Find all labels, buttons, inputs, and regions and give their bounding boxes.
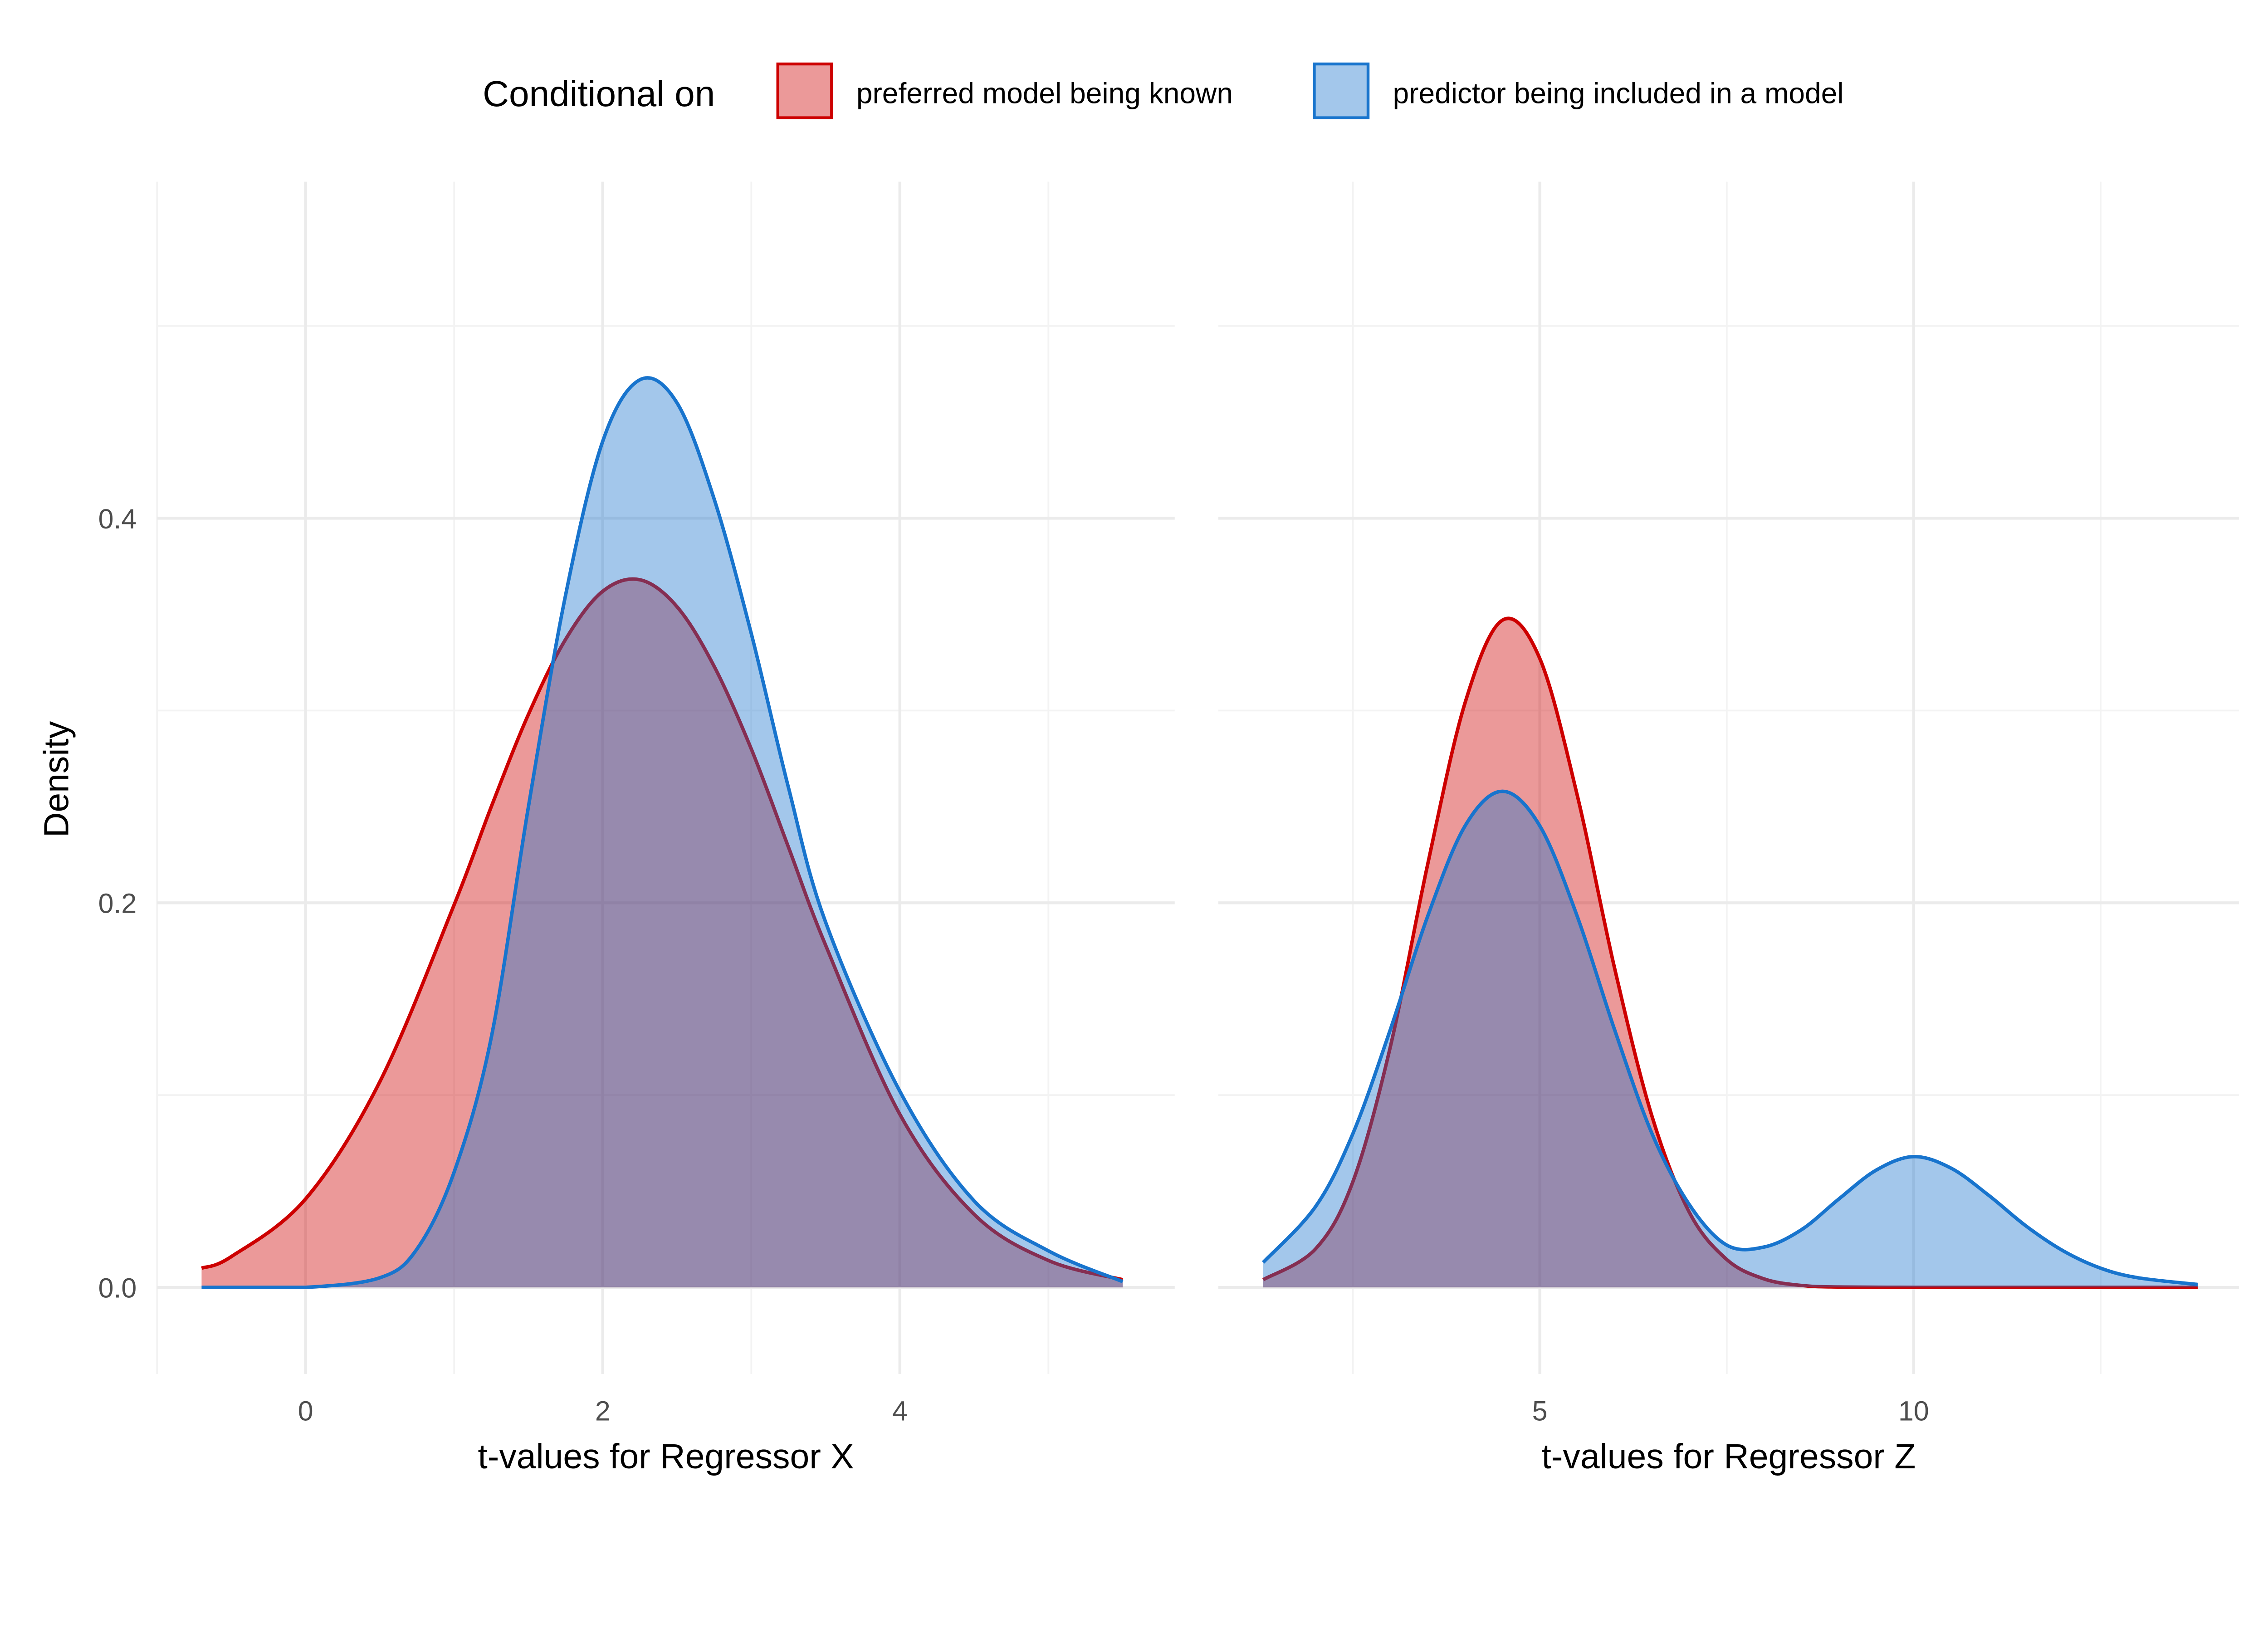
x-tick-label: 2 — [595, 1395, 611, 1426]
density-line-predictor-included — [1261, 789, 2198, 1286]
panel-left: 0 2 4 0.0 0.2 0.4 — [98, 181, 1175, 1426]
density-line-predictor-included — [201, 376, 1124, 1289]
legend-title: Conditional on — [483, 73, 715, 114]
y-tick-label: 0.0 — [98, 1273, 137, 1304]
y-tick-label: 0.2 — [98, 888, 137, 919]
density-area-preferred-model — [1263, 618, 2198, 1288]
x-tick-label: 10 — [1898, 1395, 1929, 1426]
density-chart: Conditional on preferred model being kno… — [37, 62, 2239, 1476]
x-axis-title-left: t-values for Regressor X — [478, 1437, 854, 1476]
x-tick-label: 0 — [298, 1395, 313, 1426]
density-area-predictor-included — [201, 377, 1123, 1288]
density-area-predictor-included — [1263, 791, 2198, 1288]
panel-right: 5 10 — [1218, 181, 2239, 1426]
x-tick-label: 5 — [1532, 1395, 1548, 1426]
density-line-preferred-model — [201, 577, 1124, 1281]
x-tick-label: 4 — [892, 1395, 908, 1426]
legend-key-blue — [1313, 62, 1370, 119]
density-area-preferred-model — [201, 579, 1123, 1288]
chart-panels: 0 2 4 0.0 0.2 0.4 5 10 — [98, 181, 2239, 1426]
y-tick-label: 0.4 — [98, 504, 137, 534]
y-axis-title: Density — [37, 721, 76, 837]
legend: Conditional on preferred model being kno… — [483, 62, 1844, 119]
x-axis-title-right: t-values for Regressor Z — [1541, 1437, 1916, 1476]
legend-label-red: preferred model being known — [856, 77, 1233, 110]
legend-key-red — [776, 62, 833, 119]
legend-label-blue: predictor being included in a model — [1393, 77, 1844, 110]
